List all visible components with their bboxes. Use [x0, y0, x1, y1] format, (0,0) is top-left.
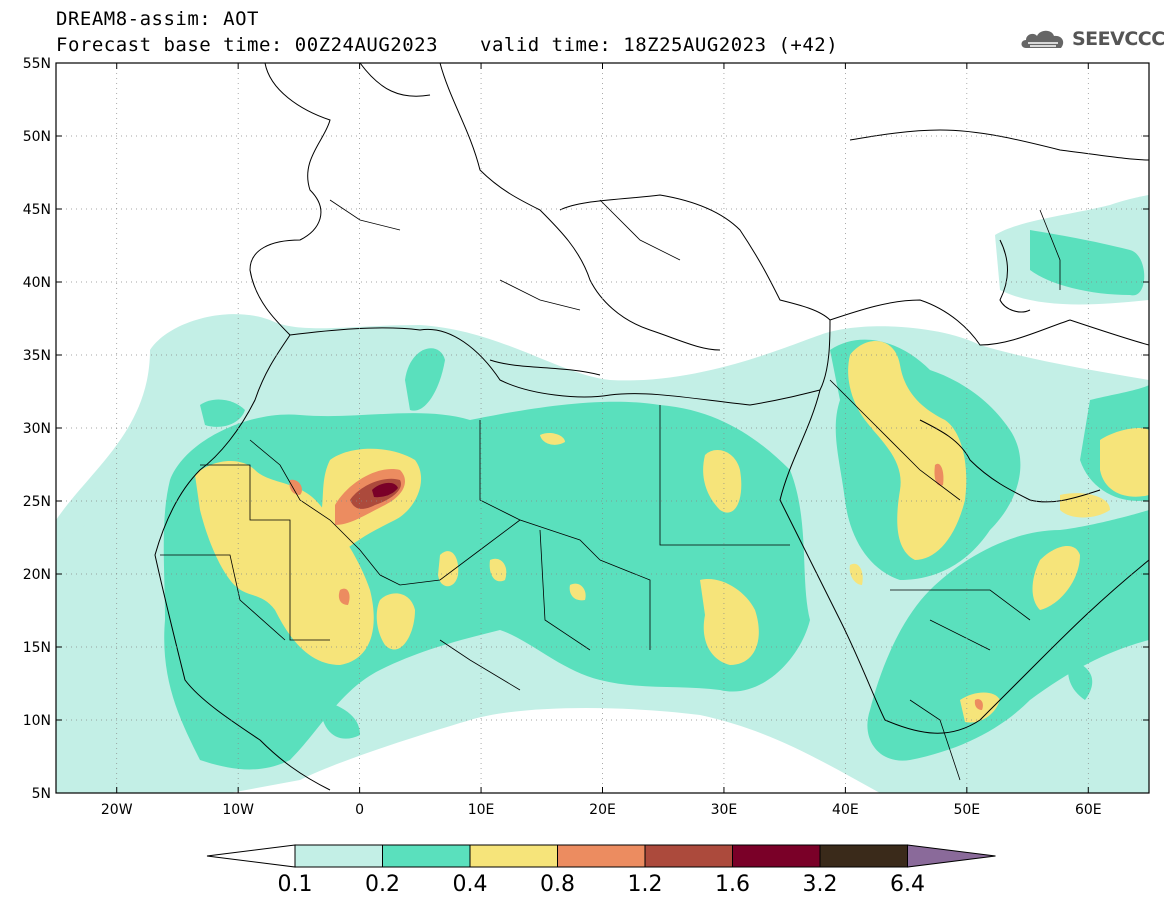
lat-label: 35N	[23, 348, 51, 364]
colorbar-segment	[382, 844, 471, 868]
colorbar-segment	[469, 844, 558, 868]
cloud-icon	[1021, 30, 1064, 48]
logo-text: SEEVCCC	[1072, 28, 1165, 50]
aot-field	[56, 195, 1149, 793]
latitude-labels: 55N 50N 45N 40N 35N 30N 25N 20N 15N 10N 5N	[23, 56, 51, 802]
lon-label: 10E	[468, 802, 495, 818]
colorbar-segment	[294, 844, 383, 868]
colorbar-label: 0.1	[278, 872, 313, 897]
seevccc-logo: SEEVCCC	[1018, 26, 1165, 52]
colorbar-label: 6.4	[890, 872, 925, 897]
lon-label: 10W	[222, 802, 254, 818]
colorbar-segment	[644, 844, 733, 868]
colorbar-over	[907, 844, 996, 868]
colorbar-segment	[732, 844, 821, 868]
colorbar-label: 0.2	[365, 872, 400, 897]
colorbar-labels: 0.1 0.2 0.4 0.8 1.2 1.6 3.2 6.4	[278, 872, 926, 897]
lat-label: 55N	[23, 56, 51, 72]
lat-label: 15N	[23, 640, 51, 656]
colorbar-label: 0.8	[540, 872, 575, 897]
map-title: DREAM8-assim: AOT	[56, 8, 259, 30]
lon-label: 60E	[1075, 802, 1102, 818]
lat-label: 20N	[23, 567, 51, 583]
lat-label: 40N	[23, 275, 51, 291]
axis-ticks	[56, 62, 1149, 794]
lat-label: 45N	[23, 202, 51, 218]
lon-label: 20W	[101, 802, 133, 818]
colorbar	[206, 844, 996, 868]
lon-label: 0	[355, 802, 364, 818]
valid-time: valid time: 18Z25AUG2023 (+42)	[480, 34, 839, 56]
coastlines	[154, 63, 1149, 791]
lat-label: 30N	[23, 421, 51, 437]
colorbar-segment	[557, 844, 646, 868]
lon-label: 30E	[711, 802, 738, 818]
colorbar-label: 0.4	[453, 872, 488, 897]
lon-label: 20E	[589, 802, 616, 818]
lon-label: 40E	[832, 802, 859, 818]
lat-label: 10N	[23, 713, 51, 729]
lat-label: 5N	[32, 786, 51, 802]
aot-level-1-6	[372, 482, 398, 498]
colorbar-segment	[819, 844, 908, 868]
colorbar-under	[206, 844, 296, 868]
lon-label: 50E	[953, 802, 980, 818]
lat-label: 25N	[23, 494, 51, 510]
lat-label: 50N	[23, 129, 51, 145]
longitude-labels: 20W 10W 0 10E 20E 30E 40E 50E 60E	[101, 802, 1102, 818]
forecast-base-time: Forecast base time: 00Z24AUG2023	[56, 34, 439, 56]
country-borders	[160, 199, 1061, 781]
colorbar-label: 3.2	[803, 872, 838, 897]
colorbar-label: 1.2	[628, 872, 663, 897]
colorbar-label: 1.6	[715, 872, 750, 897]
